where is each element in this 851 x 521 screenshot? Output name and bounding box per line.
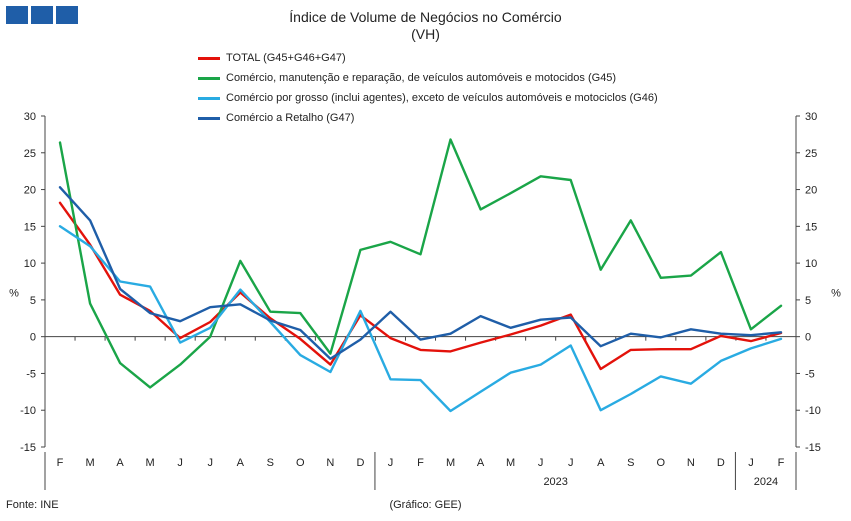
y-tick-label-right: -5	[805, 368, 815, 380]
x-tick-label: O	[296, 457, 305, 469]
x-tick-label: S	[627, 457, 634, 469]
year-label: 2024	[754, 476, 778, 488]
chart-credit: (Gráfico: GEE)	[389, 499, 462, 511]
x-tick-label: D	[717, 457, 725, 469]
chart-title-block: Índice de Volume de Negócios no Comércio…	[0, 9, 851, 43]
x-tick-label: F	[778, 457, 785, 469]
legend-label: TOTAL (G45+G46+G47)	[226, 52, 346, 64]
series-line-2	[58, 138, 783, 389]
y-tick-label-right: 10	[805, 258, 817, 270]
legend-item: Comércio por grosso (inclui agentes), ex…	[198, 88, 658, 108]
x-tick-label: J	[748, 457, 754, 469]
legend-swatch	[198, 56, 220, 60]
y-tick-label-left: 15	[24, 221, 36, 233]
y-tick-label-right: 25	[805, 148, 817, 160]
series-line-3	[58, 225, 783, 413]
legend-item: TOTAL (G45+G46+G47)	[198, 48, 658, 68]
y-tick-label-left: 10	[24, 258, 36, 270]
ine-logo	[6, 6, 78, 24]
y-tick-label-left: -10	[20, 405, 36, 417]
legend-swatch	[198, 96, 220, 100]
legend-swatch	[198, 116, 220, 120]
logo-square-3	[56, 6, 78, 24]
x-tick-label: F	[57, 457, 64, 469]
y-tick-label-left: 5	[30, 295, 36, 307]
y-tick-label-right: 30	[805, 111, 817, 123]
legend-item: Comércio a Retalho (G47)	[198, 108, 658, 128]
x-tick-label: M	[85, 457, 94, 469]
y-axis-label-left: %	[9, 288, 19, 300]
source-note: Fonte: INE	[6, 499, 59, 511]
y-tick-label-left: -5	[26, 368, 36, 380]
series-line-4	[58, 186, 783, 360]
chart-title: Índice de Volume de Negócios no Comércio	[289, 9, 562, 25]
x-tick-label: J	[177, 457, 183, 469]
x-tick-label: N	[326, 457, 334, 469]
y-tick-label-left: 0	[30, 332, 36, 344]
legend-label: Comércio a Retalho (G47)	[226, 112, 355, 124]
x-tick-label: N	[687, 457, 695, 469]
x-tick-label: A	[237, 457, 245, 469]
x-tick-label: M	[146, 457, 155, 469]
x-tick-label: A	[477, 457, 485, 469]
y-tick-label-left: 30	[24, 111, 36, 123]
legend-item: Comércio, manutenção e reparação, de veí…	[198, 68, 658, 88]
x-tick-label: A	[116, 457, 124, 469]
y-tick-label-right: -10	[805, 405, 821, 417]
x-tick-label: J	[207, 457, 213, 469]
legend-swatch	[198, 76, 220, 80]
x-tick-label: M	[446, 457, 455, 469]
y-tick-label-right: 0	[805, 332, 811, 344]
x-tick-label: O	[657, 457, 666, 469]
x-tick-label: A	[597, 457, 605, 469]
x-tick-label: J	[568, 457, 574, 469]
chart-legend: TOTAL (G45+G46+G47) Comércio, manutenção …	[198, 48, 658, 128]
x-tick-label: M	[506, 457, 515, 469]
legend-label: Comércio, manutenção e reparação, de veí…	[226, 72, 617, 84]
x-tick-label: J	[388, 457, 394, 469]
logo-square-1	[6, 6, 28, 24]
legend-label: Comércio por grosso (inclui agentes), ex…	[226, 92, 658, 104]
y-tick-label-right: -15	[805, 442, 821, 454]
year-label: 2023	[543, 476, 567, 488]
chart-subtitle: (VH)	[411, 26, 440, 42]
logo-square-2	[31, 6, 53, 24]
x-tick-label: J	[538, 457, 544, 469]
y-tick-label-right: 20	[805, 185, 817, 197]
y-tick-label-left: 25	[24, 148, 36, 160]
y-tick-label-right: 5	[805, 295, 811, 307]
y-tick-label-left: 20	[24, 185, 36, 197]
x-tick-label: S	[267, 457, 274, 469]
series-line-1	[58, 201, 783, 371]
x-tick-label: F	[417, 457, 424, 469]
x-tick-label: D	[356, 457, 364, 469]
y-axis-label-right: %	[831, 288, 841, 300]
y-tick-label-right: 15	[805, 221, 817, 233]
y-tick-label-left: -15	[20, 442, 36, 454]
